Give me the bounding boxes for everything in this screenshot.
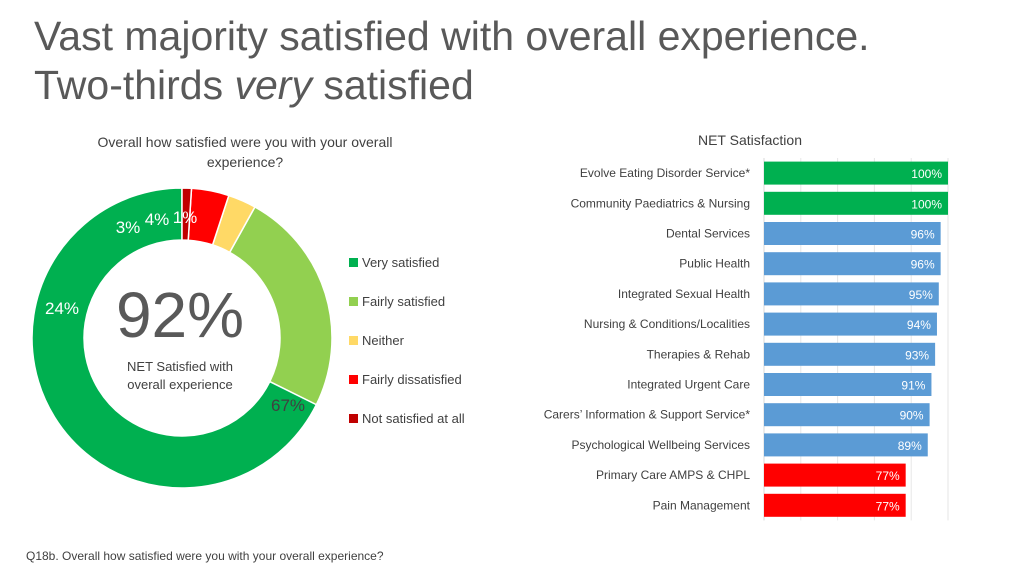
category-label: Public Health (679, 257, 750, 271)
donut-data-label: 4% (145, 210, 170, 229)
category-label: Primary Care AMPS & CHPL (596, 468, 750, 482)
bar (764, 433, 928, 457)
category-label: Evolve Eating Disorder Service* (580, 166, 750, 180)
bar-value-label: 95% (909, 288, 933, 302)
bar-value-label: 100% (911, 197, 942, 211)
bar (764, 493, 906, 517)
legend-label: Not satisfied at all (362, 410, 465, 426)
title-line-2-start: Two-thirds (34, 62, 235, 108)
donut-chart: 67% 24% 3% 4% 1% 92% NET Satisfied with overall… (31, 187, 333, 489)
bar (764, 373, 932, 396)
bar (764, 342, 936, 366)
legend-item: Neither (349, 330, 509, 350)
category-label: Nursing & Conditions/Localities (584, 317, 750, 331)
bar (764, 403, 930, 427)
donut-slice-fairly-satisfied (228, 205, 333, 406)
category-label: Carers’ Information & Support Service* (544, 408, 751, 422)
donut-data-label: 1% (173, 208, 198, 227)
donut-chart-title: Overall how satisfied were you with your… (97, 134, 393, 170)
footnote: Q18b. Overall how satisfied were you wit… (26, 549, 384, 563)
legend-swatch (349, 413, 358, 423)
legend-swatch (349, 374, 358, 384)
slide-title: Vast majority satisfied with overall exp… (34, 12, 994, 110)
title-line-2-end: satisfied (311, 62, 474, 108)
bar-value-label: 77% (876, 499, 900, 513)
donut-slice-neither (211, 194, 256, 254)
legend-label: Fairly dissatisfied (362, 371, 462, 387)
legend-item: Fairly dissatisfied (349, 369, 509, 389)
title-line-1: Vast majority satisfied with overall exp… (34, 13, 870, 59)
bar-value-label: 100% (911, 167, 942, 181)
legend-item: Very satisfied (349, 252, 509, 272)
legend-label: Fairly satisfied (362, 293, 446, 309)
category-label: Integrated Urgent Care (627, 378, 750, 392)
legend-swatch (349, 257, 358, 267)
bar (764, 161, 948, 185)
net-satisfied-caption-1: NET Satisfied with (127, 359, 233, 374)
donut-data-label: 24% (45, 299, 79, 318)
bar-value-label: 96% (911, 228, 935, 242)
bar-value-label: 94% (907, 318, 931, 332)
legend-item: Fairly satisfied (349, 291, 509, 311)
bar (764, 312, 937, 336)
category-label: Community Paediatrics & Nursing (571, 196, 750, 210)
bar-value-label: 93% (905, 348, 929, 362)
title-emphasis: very (234, 62, 312, 108)
donut-data-label: 67% (271, 396, 305, 415)
bar (764, 252, 941, 276)
title-line-2: Two-thirds very satisfied (34, 61, 994, 110)
legend-label: Neither (362, 332, 404, 348)
bar-value-label: 77% (876, 469, 900, 483)
bar (764, 222, 941, 245)
net-satisfied-caption-2: overall experience (127, 377, 233, 392)
bar (764, 191, 948, 215)
donut-data-label: 3% (116, 218, 141, 237)
category-label: Integrated Sexual Health (618, 287, 750, 301)
bar-value-label: 90% (900, 409, 924, 423)
net-satisfied-value: 92% (116, 279, 244, 351)
category-label: Pain Management (653, 498, 751, 512)
legend-swatch (349, 296, 358, 306)
legend-label: Very satisfied (362, 254, 440, 270)
category-label: Therapies & Rehab (647, 347, 751, 361)
donut-slice-very-satisfied (31, 187, 318, 489)
bar (764, 282, 939, 306)
bar-value-label: 96% (911, 258, 935, 272)
legend-item: Not satisfied at all (349, 408, 509, 428)
category-label: Dental Services (666, 227, 750, 241)
donut-slice-not-satisfied-at-all (181, 187, 193, 241)
donut-slice-fairly-dissatisfied (187, 187, 230, 246)
bar-value-label: 91% (901, 379, 925, 393)
legend-swatch (349, 335, 358, 345)
bar (764, 463, 906, 487)
bar-chart-title: NET Satisfaction (697, 132, 802, 148)
category-label: Psychological Wellbeing Services (571, 438, 750, 452)
bar-value-label: 89% (898, 439, 922, 453)
